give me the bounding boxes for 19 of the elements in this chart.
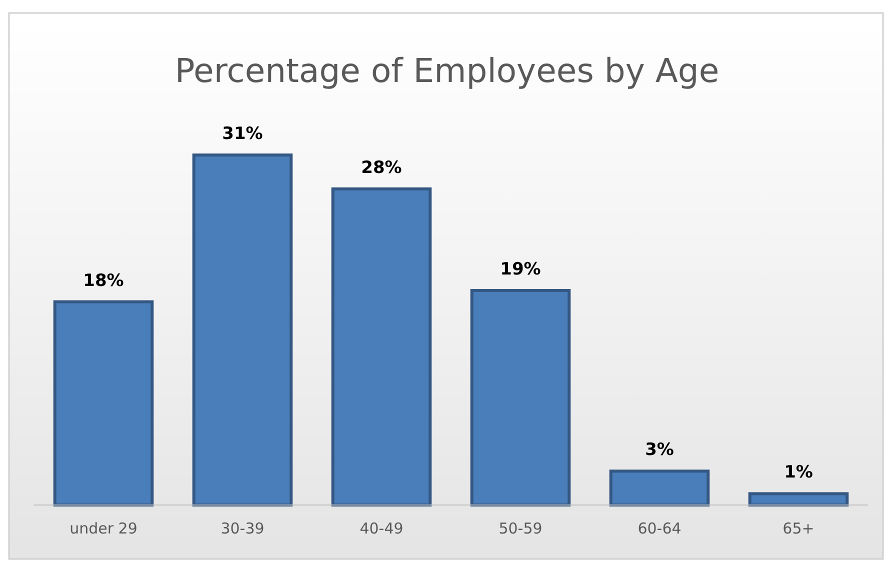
x-tick-label: 65+ [782,520,814,538]
data-label: 3% [645,440,674,460]
data-label: 1% [784,462,813,483]
bar [748,492,849,506]
bar [53,300,154,506]
x-tick-label: 30-39 [220,520,264,538]
bar [192,154,293,506]
data-label: 28% [361,158,402,178]
x-tick-label: 50-59 [498,520,542,538]
data-label: 19% [500,259,541,280]
chart-title: Percentage of Employees by Age [174,51,720,90]
data-label: 18% [83,270,124,291]
x-tick-label: 40-49 [360,520,404,538]
x-tick-label: 60-64 [638,520,682,538]
x-tick-label: under 29 [70,520,138,538]
bar [470,288,571,506]
bar [609,470,710,506]
bar [331,187,432,506]
data-label: 31% [222,124,263,144]
